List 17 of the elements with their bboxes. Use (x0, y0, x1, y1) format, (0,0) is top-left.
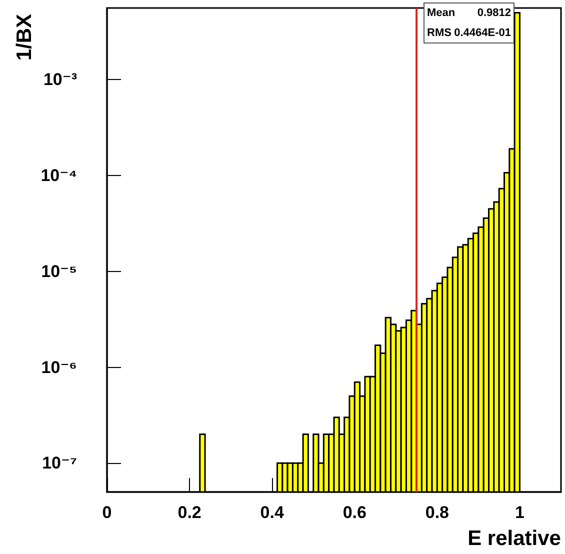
x-tick-label: 0.4 (260, 503, 284, 522)
y-tick-label: 10⁻⁵ (41, 262, 77, 281)
annotation: Mean (427, 7, 456, 19)
annotation: 0.4464E-01 (454, 27, 511, 39)
y-tick-label: 10⁻⁶ (41, 358, 77, 377)
x-tick-label: 0.6 (342, 503, 366, 522)
y-tick-label: 10⁻³ (43, 70, 78, 90)
y-tick-label: 10⁻⁴ (40, 166, 77, 186)
x-axis-title: E relative (468, 527, 561, 550)
annotation: RMS (427, 27, 452, 39)
x-tick-label: 1 (514, 503, 524, 522)
x-tick-label: 0 (102, 503, 112, 522)
y-axis-title: 1/BX (13, 14, 36, 61)
annotation: 0.9812 (477, 7, 511, 19)
x-tick-label: 0.8 (425, 503, 449, 522)
x-tick-label: 0.2 (178, 503, 202, 522)
y-tick-label: 10⁻⁷ (42, 454, 77, 473)
